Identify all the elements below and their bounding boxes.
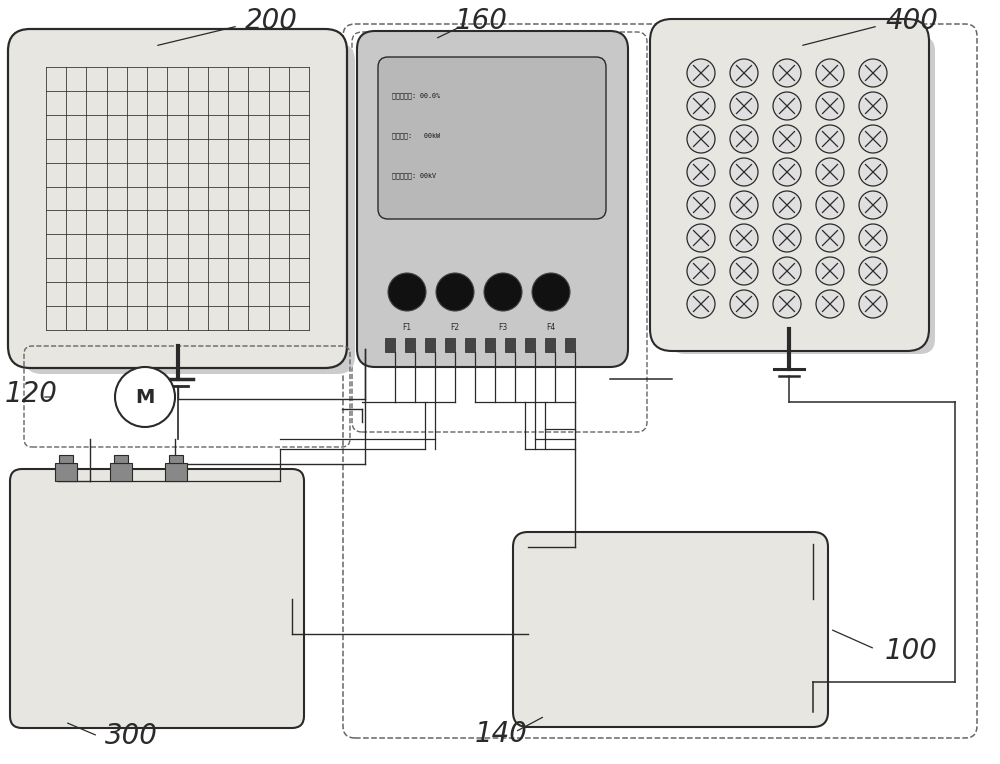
Circle shape [436,273,474,311]
Bar [545,338,555,352]
Text: F3: F3 [498,322,508,332]
Bar [565,338,575,352]
Text: 100: 100 [885,637,938,665]
Circle shape [687,257,715,285]
Circle shape [859,257,887,285]
Circle shape [687,290,715,318]
Text: F4: F4 [546,322,556,332]
Circle shape [859,290,887,318]
FancyBboxPatch shape [357,31,628,367]
Bar [405,338,415,352]
Circle shape [687,92,715,120]
Circle shape [773,224,801,252]
Text: 蓄电池电量: 00.0%: 蓄电池电量: 00.0% [392,92,440,99]
FancyBboxPatch shape [24,43,355,374]
Text: 200: 200 [245,7,298,35]
Circle shape [816,158,844,186]
Bar [425,338,435,352]
Bar [55,463,77,481]
FancyBboxPatch shape [10,469,304,728]
Circle shape [816,92,844,120]
Bar [525,338,535,352]
Bar [110,463,132,481]
Circle shape [773,290,801,318]
Bar [385,338,395,352]
Circle shape [816,191,844,219]
Circle shape [859,224,887,252]
Circle shape [859,92,887,120]
Circle shape [730,92,758,120]
Circle shape [730,290,758,318]
Circle shape [859,158,887,186]
Circle shape [484,273,522,311]
FancyBboxPatch shape [8,29,347,368]
Circle shape [115,367,175,427]
Bar [505,338,515,352]
Circle shape [687,59,715,87]
Text: 120: 120 [5,380,58,408]
Circle shape [730,158,758,186]
Circle shape [773,191,801,219]
Bar [165,463,187,481]
Circle shape [773,257,801,285]
Text: F2: F2 [450,322,460,332]
Circle shape [816,290,844,318]
Circle shape [816,257,844,285]
Circle shape [816,59,844,87]
Text: 环发电量:   00kW: 环发电量: 00kW [392,132,440,138]
Bar [59,455,73,463]
Circle shape [388,273,426,311]
Text: 300: 300 [105,722,158,750]
Circle shape [687,158,715,186]
Circle shape [730,257,758,285]
Bar [169,455,183,463]
Text: M: M [135,387,155,406]
Text: 400: 400 [885,7,938,35]
Circle shape [816,224,844,252]
Bar [445,338,455,352]
Bar [114,455,128,463]
Circle shape [687,224,715,252]
Circle shape [773,59,801,87]
Circle shape [773,92,801,120]
Circle shape [859,125,887,153]
Circle shape [859,191,887,219]
Circle shape [730,224,758,252]
Circle shape [730,191,758,219]
Circle shape [687,125,715,153]
Circle shape [532,273,570,311]
FancyBboxPatch shape [670,36,935,354]
Text: 电池组电压: 00kV: 电池组电压: 00kV [392,172,436,179]
FancyBboxPatch shape [513,532,828,727]
Text: 140: 140 [475,720,528,748]
Circle shape [730,125,758,153]
Text: 160: 160 [455,7,508,35]
Bar [465,338,475,352]
Circle shape [773,158,801,186]
Circle shape [687,191,715,219]
Text: F1: F1 [402,322,412,332]
Bar [485,338,495,352]
Circle shape [816,125,844,153]
Circle shape [773,125,801,153]
Circle shape [859,59,887,87]
FancyBboxPatch shape [650,19,929,351]
Circle shape [730,59,758,87]
FancyBboxPatch shape [378,57,606,219]
